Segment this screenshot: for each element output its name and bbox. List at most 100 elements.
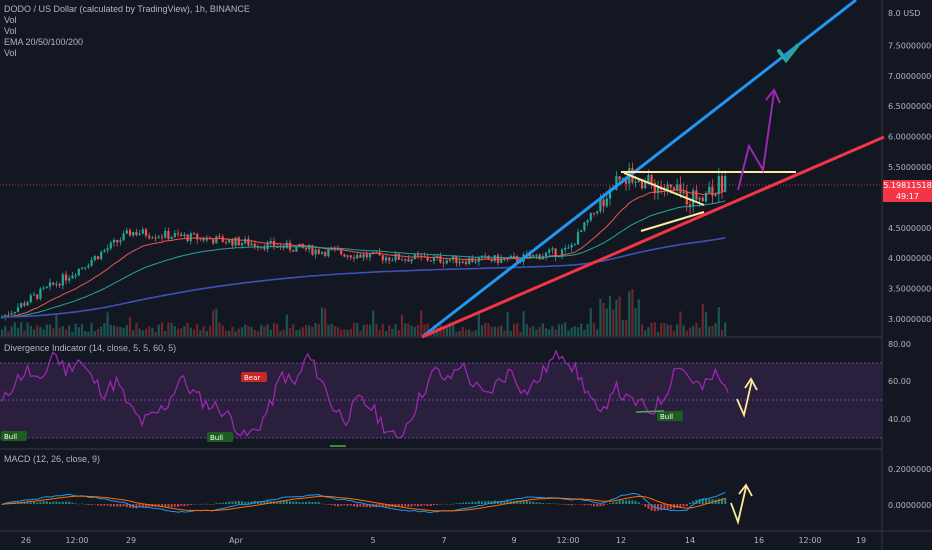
histogram-bar <box>167 504 170 508</box>
histogram-bar <box>145 504 147 507</box>
vol-legend-1[interactable]: Vol <box>4 15 17 25</box>
macd-legend[interactable]: MACD (12, 26, close, 9) <box>4 454 101 464</box>
volume-bar <box>221 325 224 336</box>
histogram-bar <box>509 500 512 504</box>
vol-legend-3[interactable]: Vol <box>4 48 17 58</box>
candle <box>656 187 660 194</box>
volume-bar <box>634 308 637 336</box>
histogram-bar <box>644 504 647 507</box>
candle <box>560 249 564 256</box>
volume-bar <box>205 331 208 336</box>
histogram-bar <box>660 504 663 511</box>
candle <box>602 199 605 207</box>
volume-bar <box>74 323 77 336</box>
vol-legend-2[interactable]: Vol <box>4 26 17 36</box>
volume-bar <box>724 322 727 336</box>
histogram-bar <box>93 504 96 505</box>
volume-bar <box>720 330 724 336</box>
price-tick: 4.50000000 <box>888 224 932 233</box>
candle <box>452 255 455 260</box>
candle <box>276 246 279 248</box>
candle <box>215 236 218 244</box>
histogram-bar <box>708 499 711 504</box>
histogram-bar <box>676 504 679 508</box>
volume-bar <box>624 319 628 336</box>
rsi-projection-arrowhead <box>744 377 758 391</box>
volume-bar <box>564 322 567 336</box>
symbol-title[interactable]: DODO / US Dollar (calculated by TradingV… <box>4 4 250 14</box>
volume-bar <box>496 326 500 336</box>
candle <box>448 259 452 261</box>
volume-bar <box>365 324 368 336</box>
candle <box>228 238 231 243</box>
volume-bar <box>301 327 304 336</box>
candle <box>704 192 708 202</box>
histogram-bar <box>212 504 215 505</box>
volume-bar <box>186 322 189 336</box>
candle <box>359 254 362 258</box>
candle <box>567 247 570 249</box>
histogram-bar <box>468 502 471 504</box>
signal-label-bg <box>241 372 267 382</box>
histogram-bar <box>573 504 576 505</box>
macd-projection-arrow <box>730 486 747 526</box>
divergence-legend[interactable]: Divergence Indicator (14, close, 5, 5, 6… <box>4 343 177 353</box>
ema-legend[interactable]: EMA 20/50/100/200 <box>4 37 84 47</box>
volume-bar <box>359 330 362 336</box>
candle <box>394 253 397 261</box>
histogram-bar <box>298 502 301 504</box>
histogram-bar <box>61 501 64 504</box>
candle <box>164 230 167 238</box>
rsi-axis[interactable]: 80.00 60.00 40.00 <box>888 340 911 424</box>
volume-bar <box>116 326 119 336</box>
macd-axis[interactable]: 0.20000000 0.00000000 <box>888 465 932 510</box>
volume-bar <box>349 328 352 336</box>
volume-bar <box>32 329 36 336</box>
rsi-projection-arrow <box>736 379 753 418</box>
histogram-bar <box>129 504 131 508</box>
volume-bar <box>605 308 608 336</box>
candle <box>532 254 535 257</box>
volume-bar <box>16 327 20 336</box>
volume-bar <box>567 330 570 336</box>
histogram-bar <box>711 499 714 504</box>
volume-bar <box>580 323 583 336</box>
candle <box>160 236 164 238</box>
rsi-line <box>1 349 729 439</box>
last-price-tag: 5.19811518 49:17 <box>883 180 932 202</box>
candle <box>189 233 192 242</box>
price-tick: 3.50000000 <box>888 285 932 294</box>
candle <box>237 237 240 246</box>
volume-bar <box>154 331 157 336</box>
candle <box>180 234 183 237</box>
volume-bar <box>256 331 260 336</box>
price-axis[interactable]: 7.50000000 7.00000000 6.50000000 6.00000000… <box>888 9 932 324</box>
histogram-bar <box>292 501 295 504</box>
volume-bar <box>292 324 295 336</box>
volume-bar <box>631 288 634 336</box>
volume-bar <box>336 327 340 336</box>
volume-bar <box>420 310 423 336</box>
volume-bar <box>285 314 288 336</box>
time-axis[interactable]: 26 12:00 29 Apr 5 7 9 12:00 12 14 16 12:00 19 <box>21 536 866 545</box>
candle <box>10 313 13 315</box>
volume-bar <box>602 302 605 336</box>
signal-label: Bull <box>657 411 683 421</box>
volume-bar <box>487 323 490 336</box>
histogram-bar <box>333 504 336 506</box>
histogram-bar <box>327 504 330 505</box>
volume-bar <box>388 325 391 336</box>
volume-bar <box>423 324 426 336</box>
candle <box>381 255 384 261</box>
candle <box>224 242 228 244</box>
candle <box>439 255 442 263</box>
candle <box>112 239 116 243</box>
projection-arrowhead <box>765 88 781 104</box>
histogram-bar <box>545 503 547 504</box>
last-price-value: 5.19811518 <box>883 181 932 190</box>
signal-label-text: Bull <box>210 434 223 442</box>
time-tick: 7 <box>441 536 446 545</box>
candle <box>205 238 208 241</box>
volume-bar <box>551 326 554 336</box>
macd-tick: 0.20000000 <box>888 465 932 474</box>
